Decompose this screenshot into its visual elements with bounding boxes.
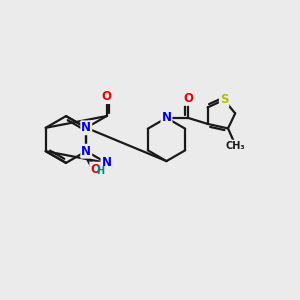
Text: N: N: [81, 145, 91, 158]
Text: N: N: [101, 156, 112, 170]
Text: CH₃: CH₃: [225, 140, 245, 151]
Text: H: H: [96, 166, 104, 176]
Text: N: N: [161, 111, 172, 124]
Text: N: N: [81, 121, 91, 134]
Text: O: O: [90, 163, 100, 176]
Text: O: O: [183, 92, 193, 105]
Text: O: O: [101, 90, 112, 103]
Text: S: S: [220, 93, 228, 106]
